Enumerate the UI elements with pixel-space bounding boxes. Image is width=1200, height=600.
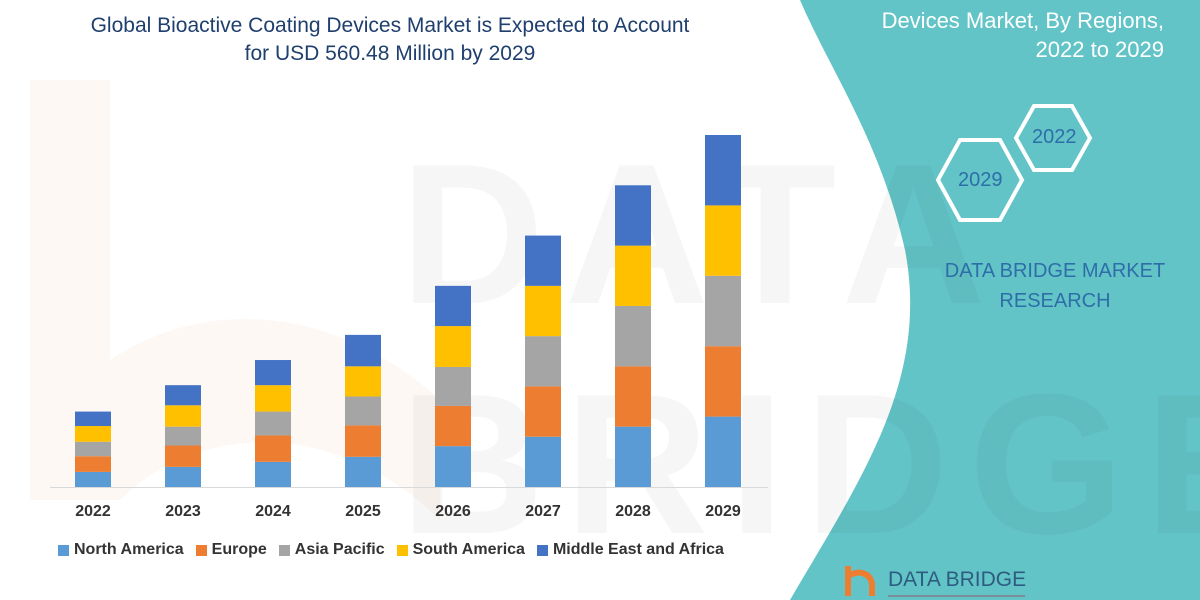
bar-segment-2029-asia-pacific [705, 275, 741, 347]
bar-segment-2023-asia-pacific [165, 426, 201, 446]
bar-segment-2022-europe [75, 456, 111, 472]
side-title: Devices Market, By Regions, 2022 to 2029 [844, 6, 1164, 64]
bar-segment-2024-asia-pacific [255, 411, 291, 436]
bar-segment-2025-south-america [345, 366, 381, 397]
logo-icon [845, 566, 875, 596]
x-tick-label: 2028 [615, 503, 651, 520]
x-tick-label: 2026 [435, 503, 471, 520]
bar-segment-2024-middle-east-and-africa [255, 360, 291, 386]
legend-label: Asia Pacific [294, 541, 385, 558]
watermark-logo [30, 80, 440, 520]
x-tick-label: 2029 [705, 503, 741, 520]
legend-item: South America [396, 541, 525, 559]
teal-panel [790, 0, 1200, 600]
bar-segment-2028-north-america [615, 426, 651, 487]
bar-segment-2026-north-america [435, 446, 471, 487]
bar-segment-2025-north-america [345, 456, 381, 487]
legend: North America Europe Asia Pacific South Ame… [58, 541, 724, 559]
legend-item: Middle East and Africa [536, 541, 724, 559]
x-tick-label: 2024 [255, 503, 291, 520]
side-title-line-1: Devices Market, By Regions, [881, 8, 1164, 33]
hex-label-2022: 2022 [1032, 126, 1077, 148]
bar-segment-2024-north-america [255, 461, 291, 487]
legend-swatch [58, 544, 69, 556]
logo-text: DATA BRIDGE [888, 568, 1027, 591]
bar-segment-2022-north-america [75, 471, 111, 487]
side-title-line-2: 2022 to 2029 [1035, 37, 1164, 62]
hexagon-2029 [935, 138, 1025, 222]
bar-segment-2022-south-america [75, 426, 111, 442]
bar-segment-2022-asia-pacific [75, 441, 111, 457]
bar-segment-2027-south-america [525, 285, 561, 337]
legend-item: North America [58, 541, 184, 559]
bar-segment-2023-north-america [165, 466, 201, 487]
x-tick-label: 2023 [165, 503, 201, 520]
chart-title: Global Bioactive Coating Devices Market … [40, 12, 740, 68]
bar-segment-2023-europe [165, 445, 201, 467]
bar-segment-2029-south-america [705, 205, 741, 276]
bar-segment-2026-south-america [435, 326, 471, 367]
bar-segment-2023-south-america [165, 405, 201, 427]
bar-segment-2027-asia-pacific [525, 336, 561, 387]
bar-segment-2026-europe [435, 405, 471, 447]
x-tick-label: 2025 [345, 503, 381, 520]
legend-swatch [396, 544, 408, 556]
bar-segment-2024-europe [255, 435, 291, 462]
brand-line-1: DATA BRIDGE MARKET [944, 260, 1166, 282]
bar-segment-2026-asia-pacific [435, 366, 471, 406]
bar-segment-2029-middle-east-and-africa [705, 135, 741, 206]
bar-segment-2022-middle-east-and-africa [75, 411, 111, 427]
legend-label: Europe [211, 541, 267, 558]
hexagon-2022 [1013, 104, 1093, 172]
bar-segment-2027-middle-east-and-africa [525, 235, 561, 286]
bar-segment-2029-europe [705, 346, 741, 417]
bar-segment-2026-middle-east-and-africa [435, 285, 471, 327]
bar-segment-2028-europe [615, 366, 651, 427]
title-line-1: Global Bioactive Coating Devices Market … [90, 14, 690, 37]
legend-label: Middle East and Africa [552, 541, 724, 558]
x-tick-label: 2027 [525, 503, 561, 520]
bar-segment-2028-asia-pacific [615, 305, 651, 367]
x-tick-label: 2022 [75, 503, 111, 520]
bars [75, 135, 741, 487]
bar-segment-2025-middle-east-and-africa [345, 334, 381, 367]
brand-text: DATA BRIDGE MARKET RESEARCH [920, 256, 1190, 316]
bar-segment-2028-south-america [615, 245, 651, 306]
legend-swatch [278, 544, 290, 556]
legend-label: South America [412, 541, 525, 558]
legend-item: Asia Pacific [278, 541, 385, 559]
legend-label: North America [74, 541, 184, 558]
bar-segment-2025-asia-pacific [345, 396, 381, 426]
bar-segment-2027-north-america [525, 436, 561, 487]
brand-line-2: RESEARCH [999, 290, 1111, 312]
bar-segment-2027-europe [525, 386, 561, 437]
legend-swatch [195, 544, 207, 556]
bar-segment-2025-europe [345, 425, 381, 457]
hex-label-2029: 2029 [958, 169, 1003, 191]
bar-segment-2029-north-america [705, 416, 741, 487]
legend-swatch [536, 544, 548, 556]
bar-segment-2028-middle-east-and-africa [615, 185, 651, 246]
bar-segment-2023-middle-east-and-africa [165, 385, 201, 406]
legend-item: Europe [195, 541, 267, 559]
title-line-2: for USD 560.48 Million by 2029 [244, 42, 536, 65]
bar-segment-2024-south-america [255, 385, 291, 412]
